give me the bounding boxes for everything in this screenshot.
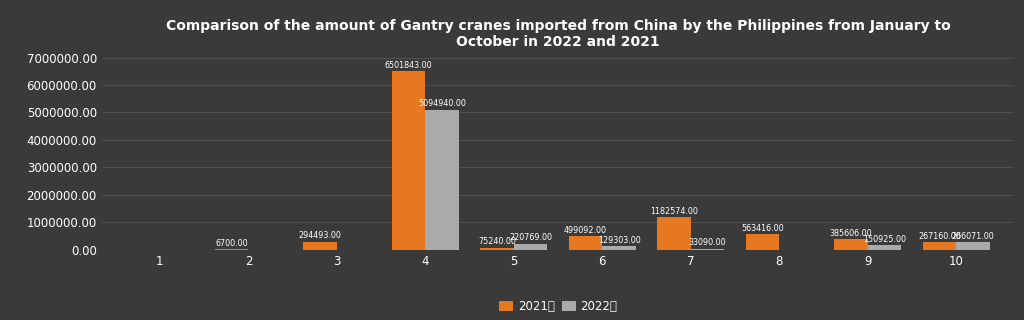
Text: 129303.00: 129303.00 [598,236,640,245]
Bar [568,236,602,250]
Bar [657,217,691,250]
Text: 1182574.00: 1182574.00 [650,207,698,216]
Text: 266071.00: 266071.00 [951,232,994,241]
Bar [602,246,636,250]
Bar [956,242,990,250]
Title: Comparison of the amount of Gantry cranes imported from China by the Philippines: Comparison of the amount of Gantry crane… [166,19,950,50]
Text: 6700.00: 6700.00 [215,239,248,248]
Bar [867,245,901,250]
Text: 33090.00: 33090.00 [689,238,726,247]
Bar [514,244,548,250]
Text: 6501843.00: 6501843.00 [385,61,432,70]
Bar [480,248,514,250]
Text: 499092.00: 499092.00 [564,226,607,235]
Bar [745,234,779,250]
Text: 75240.00: 75240.00 [478,237,516,246]
Text: 563416.00: 563416.00 [741,224,783,233]
Bar [923,242,956,250]
Legend: 2021年, 2022年: 2021年, 2022年 [497,298,620,316]
Bar [303,242,337,250]
Text: 294493.00: 294493.00 [299,231,341,240]
Text: 385606.00: 385606.00 [829,229,872,238]
Bar [392,71,425,250]
Bar [425,110,459,250]
Text: 150925.00: 150925.00 [863,235,906,244]
Bar [835,239,867,250]
Text: 267160.00: 267160.00 [919,232,961,241]
Text: 5094940.00: 5094940.00 [418,100,466,108]
Bar [691,249,724,250]
Text: 220769.00: 220769.00 [509,233,552,242]
